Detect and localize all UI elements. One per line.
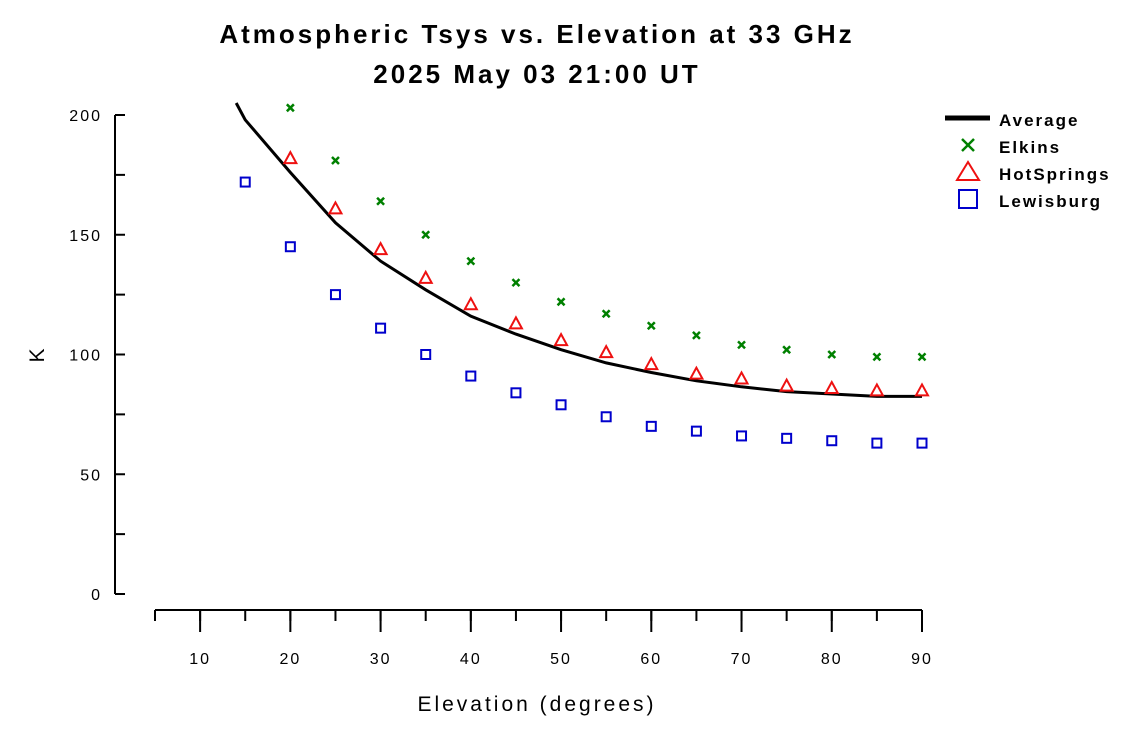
data-point-elkins	[872, 352, 882, 362]
legend-label-lewisburg: Lewisburg	[999, 192, 1102, 211]
data-point-hotsprings	[372, 241, 389, 256]
x-tick-label: 90	[911, 651, 933, 668]
legend-label-average: Average	[999, 111, 1079, 130]
plot-area	[234, 102, 930, 449]
chart-subtitle: 2025 May 03 21:00 UT	[373, 59, 700, 89]
data-point-elkins-stroke	[646, 321, 656, 331]
x-tick-label: 50	[550, 651, 572, 668]
data-point-lewisburg	[465, 370, 477, 382]
data-point-elkins	[692, 330, 701, 340]
x-axis-ticks: 10 20 30 40 50 60 70 80 90	[154, 610, 933, 668]
data-point-elkins	[511, 278, 521, 288]
data-point-lewisburg	[329, 289, 341, 301]
data-point-elkins-stroke	[737, 340, 746, 350]
y-axis-title: K	[26, 345, 49, 362]
data-point-elkins-stroke	[827, 350, 837, 359]
data-point-elkins	[376, 196, 385, 206]
data-point-hotsprings	[463, 296, 479, 311]
data-point-hotsprings	[778, 377, 795, 392]
data-point-lewisburg	[555, 399, 567, 411]
data-point-elkins-stroke	[556, 297, 566, 307]
y-axis-ticks: 0 50 100 150 200	[69, 108, 125, 604]
data-point-elkins-stroke	[872, 352, 882, 362]
data-point-lewisburg	[239, 176, 251, 188]
data-point-elkins	[782, 345, 792, 355]
data-point-elkins	[466, 256, 476, 266]
data-point-hotsprings	[282, 150, 299, 165]
legend-label-elkins: Elkins	[999, 138, 1061, 157]
data-point-lewisburg	[690, 425, 702, 437]
data-point-elkins	[827, 350, 837, 359]
x-axis: 10 20 30 40 50 60 70 80 90	[154, 609, 933, 668]
x-tick-label: 70	[731, 651, 753, 668]
data-point-lewisburg	[645, 420, 657, 432]
y-tick-label: 0	[91, 587, 102, 604]
data-point-elkins	[556, 297, 566, 307]
data-point-elkins	[737, 340, 746, 350]
y-tick-label: 150	[69, 228, 102, 245]
data-point-hotsprings	[598, 344, 614, 359]
data-point-elkins	[285, 103, 295, 113]
data-point-elkins-stroke	[692, 330, 701, 340]
data-point-elkins-stroke	[376, 196, 385, 206]
data-point-lewisburg	[826, 435, 838, 447]
legend: Average Elkins HotSprings Lewisburg	[945, 111, 1111, 211]
data-point-elkins-stroke	[511, 278, 521, 288]
y-axis: 0 50 100 150 200	[69, 108, 125, 604]
data-point-lewisburg	[375, 322, 387, 334]
y-tick-label: 200	[69, 108, 102, 125]
x-axis-title: Elevation (degrees)	[417, 693, 656, 716]
x-tick-label: 30	[370, 651, 392, 668]
data-point-elkins	[421, 230, 431, 240]
data-point-lewisburg	[600, 411, 612, 423]
legend-swatch-hotsprings	[955, 160, 981, 181]
data-point-elkins	[331, 156, 340, 165]
data-point-elkins	[646, 321, 656, 331]
legend-swatch-elkins	[961, 138, 975, 152]
data-point-hotsprings	[418, 269, 434, 284]
data-point-lewisburg	[420, 349, 432, 360]
data-point-lewisburg	[916, 437, 928, 449]
data-point-elkins-stroke	[917, 352, 927, 362]
data-point-elkins	[917, 352, 927, 362]
y-tick-label: 100	[69, 348, 102, 365]
data-point-hotsprings	[733, 370, 750, 385]
data-point-elkins-stroke	[601, 309, 611, 319]
data-point-hotsprings	[869, 382, 885, 397]
data-point-lewisburg	[284, 241, 296, 253]
legend-label-hotsprings: HotSprings	[999, 165, 1111, 184]
data-point-hotsprings	[643, 355, 659, 371]
x-tick-label: 80	[821, 651, 843, 668]
data-point-elkins-stroke	[285, 103, 295, 113]
x-tick-label: 10	[189, 651, 211, 668]
data-point-lewisburg	[510, 387, 522, 399]
data-point-hotsprings	[327, 200, 344, 215]
data-point-hotsprings	[688, 365, 705, 380]
data-point-elkins-stroke	[421, 230, 431, 240]
data-point-hotsprings	[508, 315, 524, 330]
legend-swatch-lewisburg	[958, 189, 978, 209]
x-tick-label: 60	[640, 651, 662, 668]
data-point-elkins-stroke	[466, 256, 476, 266]
data-point-hotsprings	[824, 379, 840, 395]
data-point-hotsprings	[914, 382, 930, 397]
chart-title: Atmospheric Tsys vs. Elevation at 33 GHz	[219, 19, 854, 49]
data-point-hotsprings	[553, 332, 569, 347]
data-point-lewisburg	[871, 437, 883, 449]
x-tick-label: 40	[460, 651, 482, 668]
y-tick-label: 50	[80, 467, 102, 484]
data-point-lewisburg	[781, 432, 793, 444]
x-tick-label: 20	[279, 651, 301, 668]
legend-swatch-stroke	[961, 138, 975, 152]
data-point-elkins-stroke	[331, 156, 340, 165]
data-point-lewisburg	[736, 430, 748, 442]
data-point-elkins-stroke	[782, 345, 792, 355]
series-line-average	[234, 102, 922, 398]
data-point-elkins	[601, 309, 611, 319]
